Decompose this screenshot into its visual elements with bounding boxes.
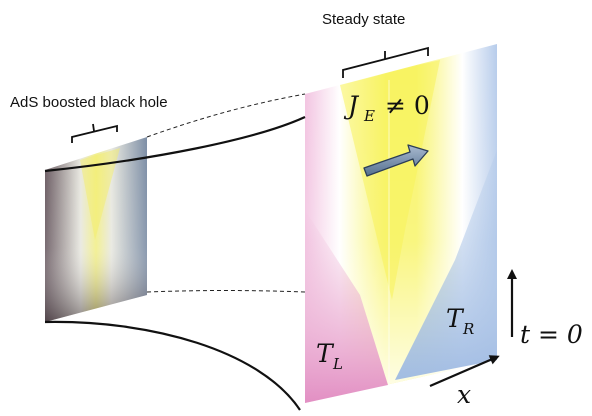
space-label: x [457, 380, 471, 409]
svg-text:T: T [316, 339, 335, 368]
bulk-brace [71, 123, 118, 143]
time-label: t = 0 [520, 320, 583, 349]
svg-text:T: T [446, 304, 465, 333]
bulk-label: AdS boosted black hole [10, 94, 168, 111]
right-reservoir-region [395, 150, 497, 380]
boundary-sheet [305, 44, 497, 403]
steady-brace [342, 46, 429, 78]
top-dashed-curve [146, 93, 306, 138]
left-reservoir-region [305, 210, 388, 403]
steady-state-label: Steady state [322, 11, 405, 28]
bulk-panel [45, 137, 147, 322]
steady-state-region [340, 60, 440, 300]
space-arrow [429, 355, 500, 388]
left-temperature-label: T L [316, 339, 343, 373]
svg-text:J: J [343, 91, 360, 120]
energy-current-label: J E ≠ 0 [343, 91, 430, 125]
top-boundary-curve [44, 116, 306, 173]
svg-text:R: R [462, 320, 474, 338]
current-arrow [363, 144, 429, 177]
bottom-boundary-curve [44, 320, 301, 411]
bottom-dashed-curve [146, 290, 306, 293]
right-temperature-label: T R [446, 304, 474, 338]
svg-text:E: E [363, 107, 375, 125]
svg-text:≠ 0: ≠ 0 [385, 91, 430, 120]
svg-text:L: L [332, 355, 343, 373]
